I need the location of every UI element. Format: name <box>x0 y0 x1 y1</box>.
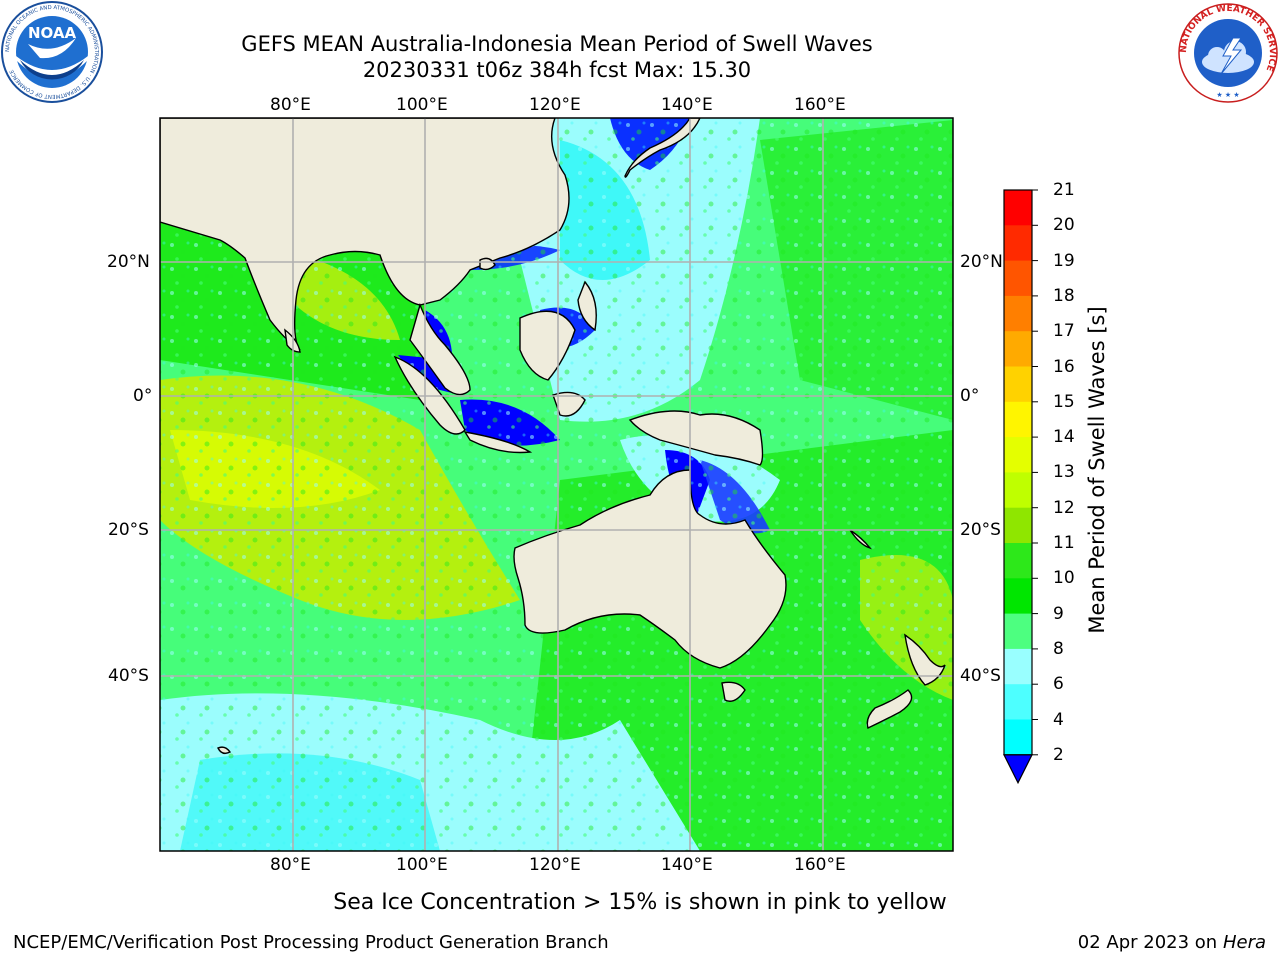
colorbar-segment <box>1004 684 1032 720</box>
lat-label: 0° <box>960 386 980 406</box>
svg-text:NOAA: NOAA <box>28 24 77 42</box>
map-title: GEFS MEAN Australia-Indonesia Mean Perio… <box>241 32 873 56</box>
colorbar-segment <box>1004 648 1032 685</box>
colorbar-segment <box>1004 225 1032 262</box>
lon-label: 80°E <box>270 855 311 875</box>
lon-label: 140°E <box>661 95 713 115</box>
colorbar-tick-label: 17 <box>1053 321 1075 342</box>
colorbar-segment <box>1004 472 1032 509</box>
lat-label: 20°S <box>960 520 1001 540</box>
colorbar-tick-label: 13 <box>1053 462 1075 483</box>
colorbar-segment <box>1004 366 1032 403</box>
colorbar-tick-label: 21 <box>1053 180 1075 200</box>
colorbar-tick-label: 12 <box>1053 497 1075 518</box>
colorbar-tick-label: 16 <box>1053 356 1075 377</box>
colorbar-tick-label: 14 <box>1053 427 1075 448</box>
lon-label: 120°E <box>529 95 581 115</box>
lat-label: 20°S <box>108 520 149 540</box>
colorbar-extension <box>1003 754 1033 785</box>
lon-label: 100°E <box>396 95 448 115</box>
colorbar-segment <box>1004 260 1032 297</box>
colorbar-segment <box>1004 437 1032 473</box>
colorbar-tick-label: 9 <box>1053 603 1064 624</box>
colorbar-segment <box>1004 401 1032 438</box>
noaa-logo: NOAA NATIONAL OCEANIC AND ATMOSPHERIC AD… <box>1 1 103 103</box>
map-subtitle: 20230331 t06z 384h fcst Max: 15.30 <box>362 58 752 82</box>
colorbar-tick-label: 8 <box>1053 638 1064 659</box>
colorbar-segment <box>1004 719 1032 756</box>
colorbar-segment <box>1004 613 1032 650</box>
lat-label: 20°N <box>960 252 1003 272</box>
lon-label: 140°E <box>661 855 713 875</box>
nws-logo: NATIONAL WEATHER SERVICE ★ ★ ★ <box>1178 3 1278 103</box>
svg-text:★ ★ ★: ★ ★ ★ <box>1216 91 1239 99</box>
colorbar-tick-label: 2 <box>1053 744 1064 765</box>
colorbar-segment <box>1004 331 1032 367</box>
colorbar <box>1003 189 1038 785</box>
lat-label: 40°S <box>960 666 1001 686</box>
lat-label: 40°S <box>108 666 149 686</box>
footer-machine: Hera <box>1222 932 1266 953</box>
colorbar-tick-label: 19 <box>1053 250 1075 271</box>
colorbar-label: Mean Period of Swell Waves [s] <box>1085 306 1109 634</box>
lon-label: 100°E <box>396 855 448 875</box>
colorbar-tick-label: 10 <box>1053 568 1075 589</box>
colorbar-segment <box>1004 543 1032 579</box>
lat-label: 20°N <box>107 252 150 272</box>
lon-label: 120°E <box>529 855 581 875</box>
footer-date: 02 Apr 2023 on Hera <box>1077 932 1266 953</box>
colorbar-segment <box>1004 190 1032 226</box>
lon-label: 80°E <box>270 95 311 115</box>
colorbar-segment <box>1004 578 1032 615</box>
sea-ice-note: Sea Ice Concentration > 15% is shown in … <box>333 890 947 915</box>
colorbar-tick-label: 4 <box>1053 709 1064 730</box>
colorbar-segment <box>1004 507 1032 544</box>
colorbar-tick-label: 15 <box>1053 391 1075 412</box>
colorbar-tick-label: 20 <box>1053 215 1075 236</box>
colorbar-segment <box>1004 295 1032 332</box>
lon-label: 160°E <box>794 855 846 875</box>
colorbar-tick-label: 6 <box>1053 674 1064 695</box>
lat-label: 0° <box>133 386 153 406</box>
colorbar-tick-label: 11 <box>1053 533 1075 553</box>
lon-label: 160°E <box>794 95 846 115</box>
colorbar-tick-label: 18 <box>1053 285 1075 306</box>
footer-credit: NCEP/EMC/Verification Post Processing Pr… <box>13 932 609 953</box>
